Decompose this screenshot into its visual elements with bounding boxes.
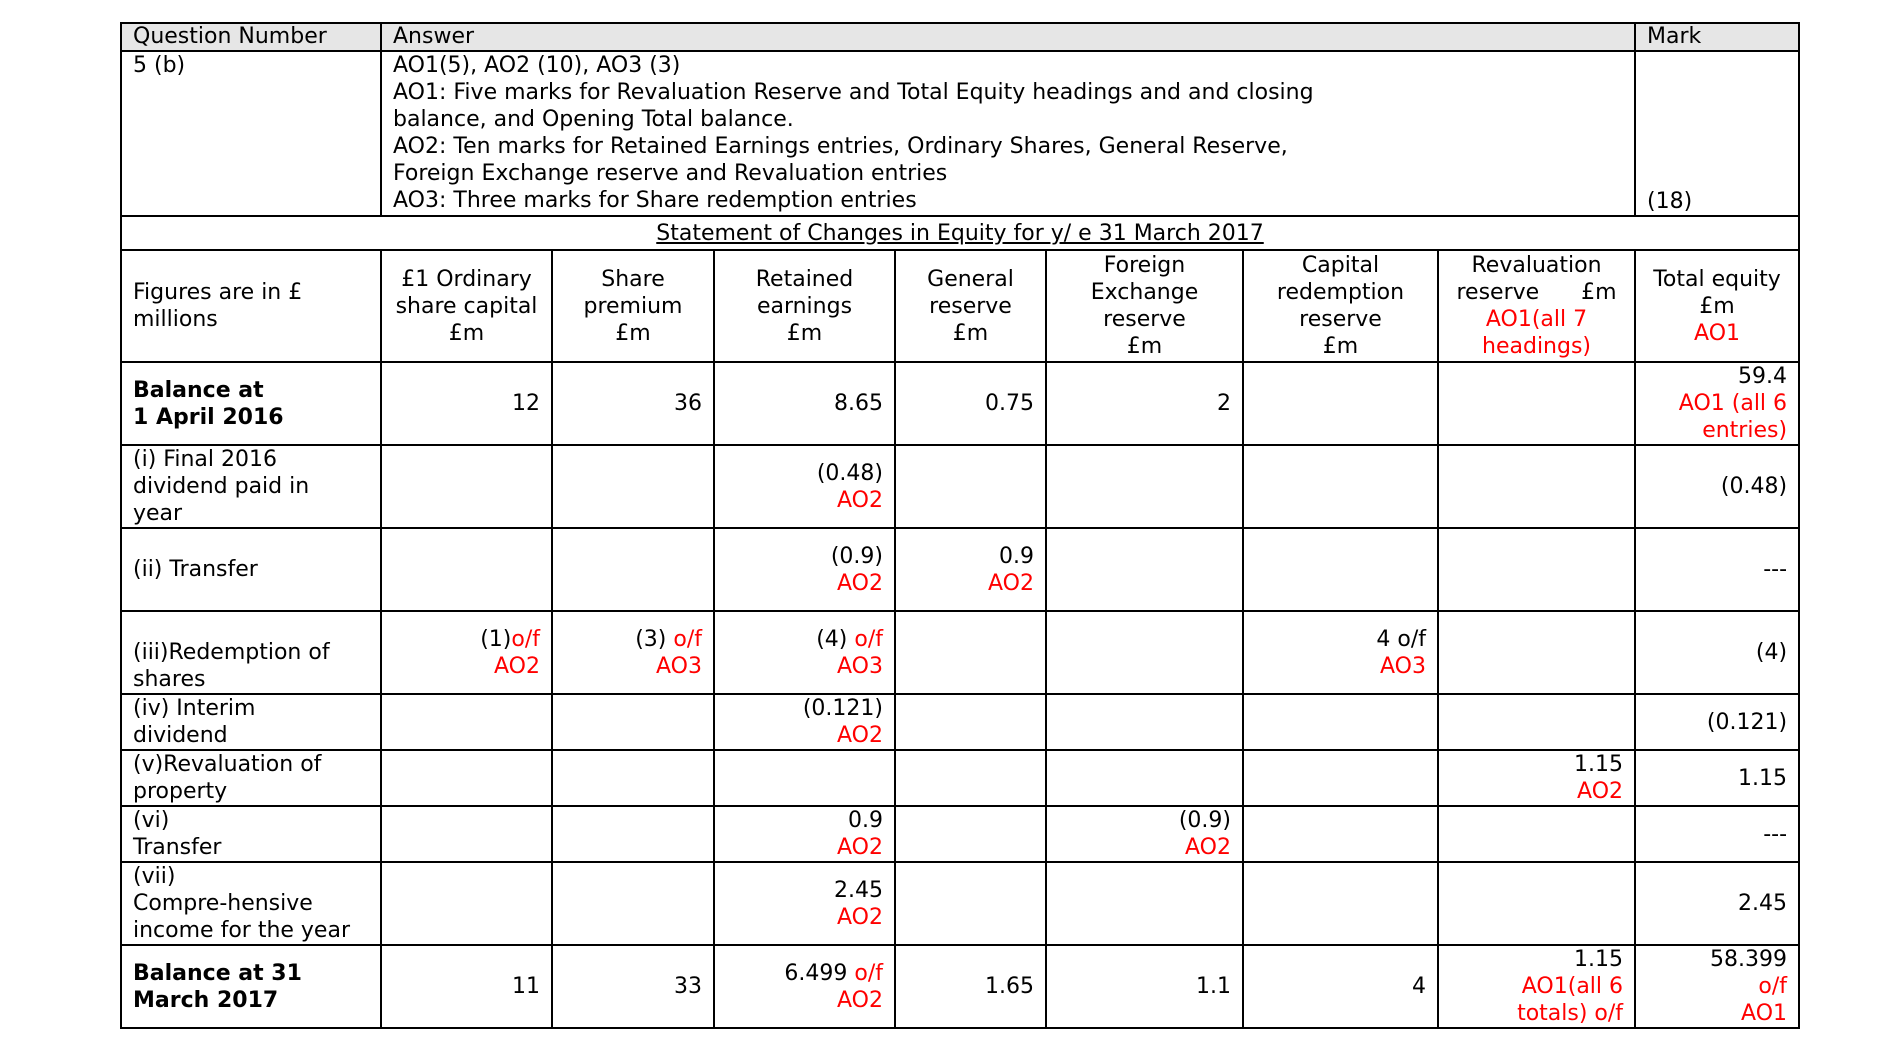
cell-total: 59.4 AO1 (all 6 entries) [1634, 361, 1801, 446]
revaluation-reserve-heading: Revaluation reserve £m AO1(all 7 headings) [1436, 249, 1637, 363]
cell-premium: 33 [551, 944, 715, 1029]
cell-capital: 4 o/f AO3 [1242, 610, 1439, 695]
answer-line: AO2: Ten marks for Retained Earnings ent… [393, 134, 1288, 159]
answer-line: AO1(5), AO2 (10), AO3 (3) [393, 53, 681, 78]
table-row: (vi) Transfer 0.9 AO2 (0.9) AO2 --- [120, 805, 1801, 863]
share-premium-heading: Share premium £m [551, 249, 715, 363]
header-row: Question Number Answer Mark [120, 22, 1801, 52]
cell-revaluation: 1.15 AO1(all 6 totals) o/f [1436, 944, 1637, 1029]
marking-scheme-page: Question Number Answer Mark 5 (b) AO1(5)… [119, 22, 1801, 1029]
cell-general: 1.65 [894, 944, 1047, 1029]
cell-revaluation [1436, 361, 1637, 446]
answer-line: balance, and Opening Total balance. [393, 107, 794, 132]
table-row: (i) Final 2016 dividend paid in year (0.48… [120, 444, 1801, 529]
capital-redemption-reserve-heading: Capital redemption reserve £m [1242, 249, 1439, 363]
cell-ordinary: 11 [380, 944, 553, 1029]
cell-retained: 8.65 [713, 361, 896, 446]
row-label: (iii)Redemption of shares [120, 610, 382, 695]
cell-capital: 4 [1242, 944, 1439, 1029]
row-label: (vi) Transfer [120, 805, 382, 863]
table-row: Balance at 31 March 2017 11 33 6.499 o/f … [120, 944, 1801, 1029]
figures-heading: Figures are in £ millions [120, 249, 382, 363]
ordinary-share-capital-heading: £1 Ordinary share capital £m [380, 249, 553, 363]
answer-line: Foreign Exchange reserve and Revaluation… [393, 161, 948, 186]
column-heading-row: Figures are in £ millions £1 Ordinary shar… [120, 249, 1801, 363]
cell-retained: (0.121) AO2 [713, 693, 896, 751]
cell-total: (0.48) [1634, 444, 1801, 529]
cell-retained: 2.45 AO2 [713, 861, 896, 946]
row-label: (iv) Interim dividend [120, 693, 382, 751]
mark-header: Mark [1634, 22, 1801, 52]
answer-line: AO1: Five marks for Revaluation Reserve … [393, 80, 1314, 105]
table-row: Balance at 1 April 2016 12 36 8.65 0.75 2… [120, 361, 1801, 446]
row-label: (v)Revaluation of property [120, 749, 382, 807]
total-mark: (18) [1634, 50, 1801, 217]
table-row: (iii)Redemption of shares (1)o/f AO2 (3) … [120, 610, 1801, 695]
table-row: (ii) Transfer (0.9) AO2 0.9 AO2 --- [120, 527, 1801, 612]
cell-general: 0.9 AO2 [894, 527, 1047, 612]
cell-retained: (4) o/f AO3 [713, 610, 896, 695]
question-row: 5 (b) AO1(5), AO2 (10), AO3 (3) AO1: Fiv… [120, 50, 1801, 217]
table-row: (iv) Interim dividend (0.121) AO2 (0.121) [120, 693, 1801, 751]
cell-capital [1242, 361, 1439, 446]
row-label: Balance at 1 April 2016 [120, 361, 382, 446]
cell-total: 1.15 [1634, 749, 1801, 807]
answer-description: AO1(5), AO2 (10), AO3 (3) AO1: Five mark… [379, 50, 1637, 217]
cell-ordinary: 12 [380, 361, 553, 446]
cell-total: (0.121) [1634, 693, 1801, 751]
answer-line: AO3: Three marks for Share redemption en… [393, 188, 917, 213]
row-label: (i) Final 2016 dividend paid in year [120, 444, 382, 529]
cell-total: 2.45 [1634, 861, 1801, 946]
question-number: 5 (b) [120, 50, 382, 217]
cell-retained: 6.499 o/f AO2 [713, 944, 896, 1029]
cell-total: (4) [1634, 610, 1801, 695]
question-number-header: Question Number [120, 22, 382, 52]
total-equity-heading: Total equity £m AO1 [1634, 249, 1801, 363]
retained-earnings-heading: Retained earnings £m [713, 249, 896, 363]
row-label: Balance at 31 March 2017 [120, 944, 382, 1029]
cell-retained: (0.9) AO2 [713, 527, 896, 612]
row-label: (ii) Transfer [120, 527, 382, 612]
cell-revaluation: 1.15 AO2 [1436, 749, 1637, 807]
cell-total: 58.399 o/f AO1 [1634, 944, 1801, 1029]
table-row: (v)Revaluation of property 1.15 AO2 1.15 [120, 749, 1801, 807]
cell-foreign: 2 [1045, 361, 1244, 446]
answer-header: Answer [379, 22, 1637, 52]
cell-foreign: (0.9) AO2 [1045, 805, 1244, 863]
cell-total: --- [1634, 527, 1801, 612]
statement-title: Statement of Changes in Equity for y/ e … [119, 215, 1801, 251]
cell-premium: (3) o/f AO3 [551, 610, 715, 695]
mark-scheme-table: Question Number Answer Mark 5 (b) AO1(5)… [119, 22, 1801, 1029]
table-row: (vii) Compre-hensive income for the year 2… [120, 861, 1801, 946]
foreign-exchange-reserve-heading: Foreign Exchange reserve £m [1045, 249, 1244, 363]
cell-retained: 0.9 AO2 [713, 805, 896, 863]
cell-premium: 36 [551, 361, 715, 446]
cell-retained: (0.48) AO2 [713, 444, 896, 529]
general-reserve-heading: General reserve £m [894, 249, 1047, 363]
cell-total: --- [1634, 805, 1801, 863]
statement-title-row: Statement of Changes in Equity for y/ e … [119, 215, 1801, 251]
cell-ordinary: (1)o/f AO2 [380, 610, 553, 695]
row-label: (vii) Compre-hensive income for the year [120, 861, 382, 946]
cell-foreign: 1.1 [1045, 944, 1244, 1029]
cell-general: 0.75 [894, 361, 1047, 446]
